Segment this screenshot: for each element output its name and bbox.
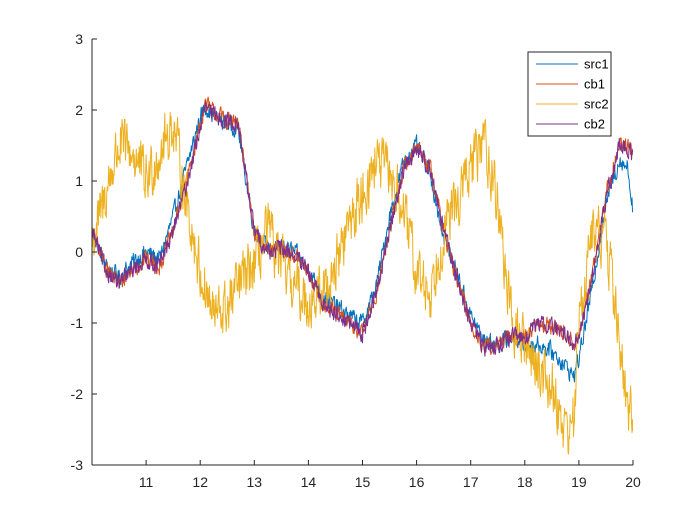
legend-label-cb2: cb2 [584,117,605,132]
legend-label-src2: src2 [584,97,609,112]
x-tick-label: 14 [301,474,317,490]
series-line-cb2 [92,100,633,357]
legend: src1 cb1 src2 cb2 [527,51,612,137]
y-tick-label: -1 [71,315,84,331]
x-tick-label: 15 [355,474,371,490]
legend-box [527,51,612,137]
legend-label-cb1: cb1 [584,77,605,92]
x-tick-label: 11 [139,474,154,490]
series-line-src2 [92,111,633,455]
x-tick-label: 19 [571,474,587,490]
y-tick-label: 0 [75,244,83,260]
y-tick-label: -2 [71,386,84,402]
x-tick-label: 12 [192,474,208,490]
x-tick-label: 13 [247,474,263,490]
legend-label-src1: src1 [584,57,609,72]
x-tick-label: 17 [463,474,479,490]
y-tick-label: 2 [75,102,83,118]
y-tick-label: -3 [71,457,84,473]
series-layer [92,96,633,455]
y-tick-label: 1 [75,173,83,189]
x-tick-label: 18 [517,474,533,490]
x-tick-label: 20 [625,474,641,490]
y-tick-label: 3 [75,31,83,47]
x-tick-label: 16 [409,474,425,490]
